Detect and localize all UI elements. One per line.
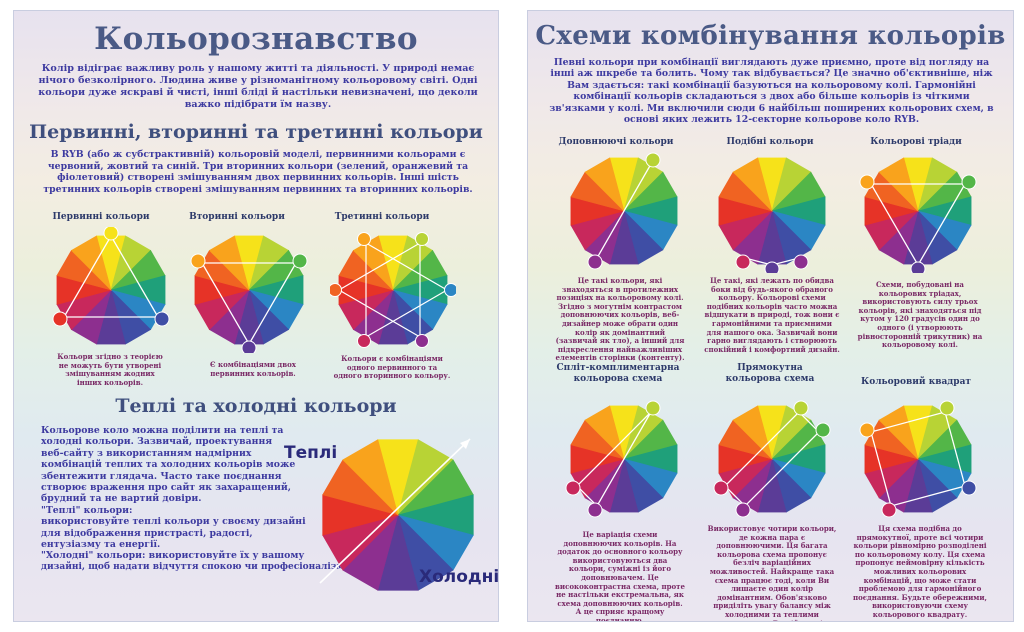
- caption-tertiary: Кольори є комбінаціями одного первинного…: [333, 354, 451, 381]
- section1-title: Первинні, вторинні та третинні кольори: [29, 121, 483, 143]
- caption-secondary: Є комбінаціями двох первинних кольорів.: [210, 360, 296, 378]
- section2-line: дизайні, щоб надати відчуття спокою чи п…: [41, 561, 354, 572]
- section1-text: В RYB (або ж субстрактивній) кольоровій …: [43, 149, 473, 195]
- wheel-sector: [878, 405, 919, 461]
- analogous-wheel: [718, 157, 826, 273]
- wheel-sector: [342, 439, 399, 517]
- caption-analogous: Це такі, які лежать по обидва боки від б…: [704, 276, 840, 354]
- section2-line: брудний та не вартий довіри.: [41, 493, 202, 505]
- scheme-title-analogous: Подібні кольори: [726, 137, 814, 147]
- rectangle-wheel: [713, 400, 831, 518]
- caption-split-complementary: Це варіація схеми доповнюючих кольорів. …: [555, 530, 685, 622]
- secondary-color-wheel: [190, 235, 308, 353]
- section2-title: Теплі та холодні кольори: [115, 395, 397, 417]
- caption-square: Ця схема подібна до прямокутної, проте в…: [852, 524, 987, 619]
- wheel-title-primary: Первинні кольори: [52, 212, 150, 222]
- scheme-title-rectangle: Прямокутна кольорова схема: [725, 363, 815, 384]
- warm-cold-color-wheel: [319, 438, 474, 591]
- section2-line: для відображення пристрасті, радості,: [41, 527, 253, 539]
- section2-line: "Теплі" кольори:: [41, 504, 133, 516]
- right-intro: Певні кольори при комбінації виглядають …: [549, 57, 994, 126]
- section2-line: створює враження про сайт як захаращений…: [41, 482, 292, 494]
- section2-line: використовуйте теплі кольори у своєму ди…: [41, 516, 306, 528]
- section2-line: холодні кольори. Зазвичай, проектування: [41, 436, 273, 448]
- wheel-sector: [584, 157, 625, 213]
- caption-primary: Кольори згідно з теорією не можуть бути …: [57, 352, 163, 387]
- wheel-sector: [732, 405, 773, 461]
- split-complementary-wheel: [565, 400, 678, 518]
- wheel-sector: [732, 157, 773, 213]
- wheel-sector: [584, 405, 625, 461]
- section2-line: збентежити глядача. Часто таке поєднання: [41, 470, 282, 482]
- complementary-wheel: [570, 152, 678, 270]
- left-title: Кольорознавство: [94, 21, 418, 57]
- scheme-title-triad: Кольорові тріади: [870, 137, 962, 147]
- section2-text: Кольорове коло можна поділити на теплі т…: [41, 425, 354, 573]
- warm-label: Теплі: [284, 443, 338, 463]
- left-poster: Кольорознавство Колір відіграє важливу р…: [13, 10, 499, 622]
- section2-line: ентузіазму та енергії.: [41, 539, 161, 551]
- section2-line: Кольорове коло можна поділити на теплі т…: [41, 425, 284, 436]
- wheel-title-secondary: Вторинні кольори: [189, 212, 285, 222]
- square-wheel: [859, 400, 977, 518]
- wheel-title-tertiary: Третинні кольори: [334, 212, 430, 222]
- primary-color-wheel: [52, 227, 170, 345]
- scheme-title-split-complementary: Спліт-комплиментарна кольорова схема: [556, 363, 680, 384]
- left-intro: Колір відіграє важливу роль у нашому жит…: [38, 63, 478, 110]
- triad-wheel: [859, 157, 977, 273]
- caption-rectangle: Використовує чотири кольори, де кожна па…: [707, 524, 837, 621]
- scheme-title-square: Кольоровий квадрат: [861, 377, 971, 387]
- section2-line: веб-сайту з використанням надмірних: [41, 447, 252, 459]
- caption-triad: Схеми, побудовані на кольорових тріадах,…: [857, 280, 983, 350]
- section2-line: "Холодні" кольори: використовуйте їх у в…: [41, 550, 305, 562]
- right-title: Схеми комбінування кольорів: [535, 21, 1006, 51]
- right-poster: Схеми комбінування кольорів Певні кольор…: [527, 10, 1014, 622]
- tertiary-color-wheel: [330, 232, 456, 348]
- cold-label: Холодні: [419, 567, 499, 587]
- scheme-title-complementary: Доповнюючі кольори: [558, 137, 674, 147]
- caption-complementary: Це такі кольори, які знаходяться в проти…: [555, 276, 685, 363]
- section2-line: комбінацій теплих та холодних кольорів м…: [41, 459, 296, 471]
